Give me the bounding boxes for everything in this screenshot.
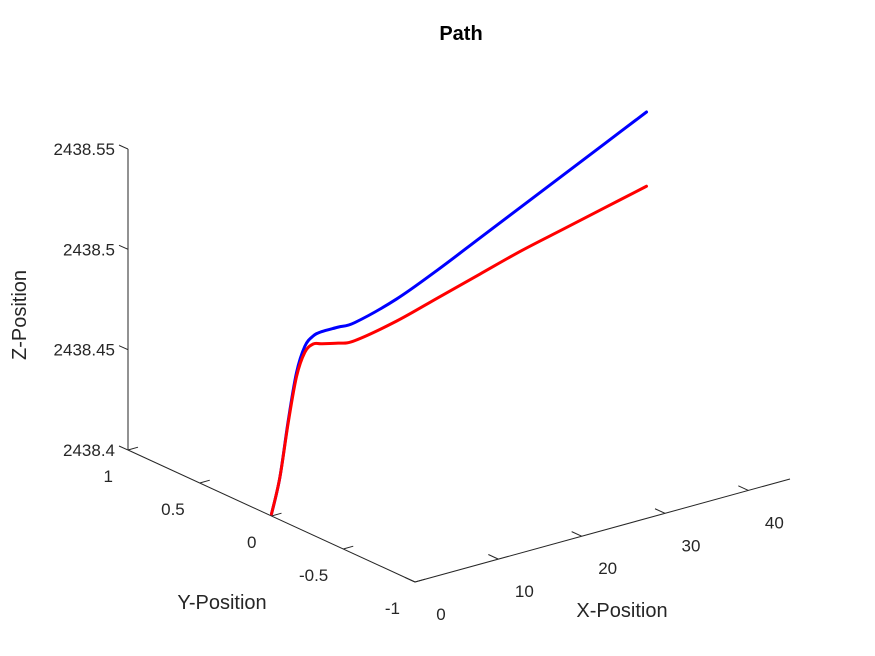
y-tick-mark bbox=[271, 512, 282, 517]
z-tick-label: 2438.45 bbox=[54, 341, 115, 360]
x-tick-label: 20 bbox=[598, 559, 617, 578]
z-tick-label: 2438.55 bbox=[54, 140, 115, 159]
chart-title: Path bbox=[439, 23, 482, 45]
x-axis-line bbox=[414, 478, 791, 583]
x-tick-label: 10 bbox=[515, 582, 534, 601]
x-tick-label: 0 bbox=[436, 605, 445, 624]
z-tick-mark bbox=[118, 345, 129, 351]
y-tick-label: -0.5 bbox=[299, 566, 328, 585]
series-line-2 bbox=[270, 184, 648, 516]
series-line-1 bbox=[270, 110, 648, 516]
z-ticks: 2438.4 2438.45 2438.5 2438.55 bbox=[54, 140, 129, 460]
x-axis-label: X-Position bbox=[576, 600, 667, 622]
x-tick-mark bbox=[571, 531, 582, 537]
x-tick-mark bbox=[488, 554, 499, 560]
y-tick-label: 0.5 bbox=[161, 500, 185, 519]
z-tick-label: 2438.5 bbox=[63, 240, 115, 259]
x-ticks: 0 10 20 30 40 bbox=[404, 485, 784, 624]
y-tick-label: 0 bbox=[247, 533, 256, 552]
x-tick-label: 40 bbox=[765, 513, 784, 532]
y-tick-mark bbox=[199, 479, 210, 484]
z-tick-mark bbox=[118, 244, 129, 250]
y-tick-mark bbox=[127, 446, 139, 451]
y-tick-label: 1 bbox=[104, 467, 113, 486]
series-layer bbox=[270, 110, 648, 516]
x-tick-mark bbox=[654, 508, 666, 514]
y-ticks: -1 -0.5 0 0.5 1 bbox=[104, 446, 426, 618]
z-tick-mark bbox=[118, 445, 129, 451]
x-tick-label: 30 bbox=[682, 536, 701, 555]
y-tick-mark bbox=[414, 578, 426, 583]
z-tick-label: 2438.4 bbox=[63, 441, 115, 460]
y-tick-mark bbox=[343, 545, 354, 550]
y-axis-label: Y-Position bbox=[177, 592, 266, 614]
z-tick-mark bbox=[118, 144, 129, 150]
x-tick-mark bbox=[738, 485, 749, 491]
y-tick-label: -1 bbox=[385, 599, 400, 618]
x-tick-mark bbox=[404, 576, 416, 583]
z-axis-label: Z-Position bbox=[9, 270, 31, 360]
